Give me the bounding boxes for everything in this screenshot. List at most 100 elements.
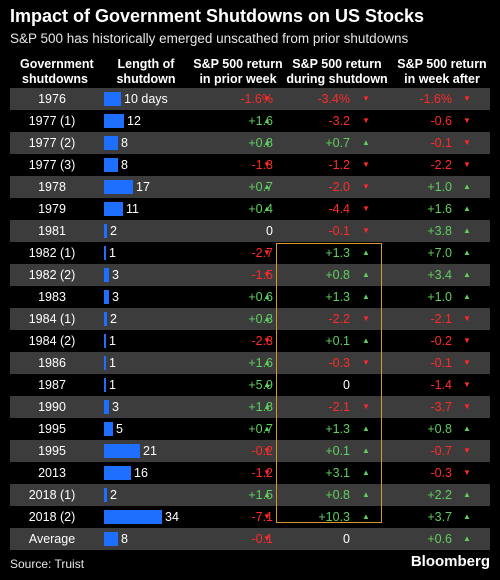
row-label: 1983 xyxy=(38,290,66,304)
length-bar xyxy=(104,334,106,348)
up-arrow-icon: ▲ xyxy=(362,446,370,455)
return-during: -4.4 xyxy=(328,202,350,216)
down-arrow-icon: ▼ xyxy=(463,94,471,103)
table-row: 1982 (2) 3 -1.5 ▼ +0.8 ▲ +3.4 ▲ xyxy=(10,264,490,286)
down-arrow-icon: ▼ xyxy=(263,270,271,279)
row-label: 1995 xyxy=(38,444,66,458)
length-label: 3 xyxy=(112,268,119,282)
table-row: 1987 1 +5.9 ▲ 0 -1.4 ▼ xyxy=(10,374,490,396)
length-label: 3 xyxy=(112,400,119,414)
length-label: 16 xyxy=(134,466,148,480)
down-arrow-icon: ▼ xyxy=(362,116,370,125)
return-during: +1.3 xyxy=(325,422,350,436)
return-prior: -7.1 xyxy=(251,510,273,524)
up-arrow-icon: ▲ xyxy=(362,512,370,521)
up-arrow-icon: ▲ xyxy=(263,182,271,191)
table-row: 1977 (2) 8 +0.8 ▲ +0.7 ▲ -0.1 ▼ xyxy=(10,132,490,154)
up-arrow-icon: ▲ xyxy=(463,424,471,433)
length-bar xyxy=(104,136,118,150)
return-after: +3.8 xyxy=(427,224,452,238)
up-arrow-icon: ▲ xyxy=(463,292,471,301)
row-label: 1976 xyxy=(38,92,66,106)
down-arrow-icon: ▼ xyxy=(263,336,271,345)
down-arrow-icon: ▼ xyxy=(362,226,370,235)
row-label: 2013 xyxy=(38,466,66,480)
return-after: +3.7 xyxy=(427,510,452,524)
length-bar xyxy=(104,92,121,106)
up-arrow-icon: ▲ xyxy=(362,292,370,301)
length-label: 5 xyxy=(116,422,123,436)
return-prior: -1.3 xyxy=(251,158,273,172)
source-note: Source: Truist xyxy=(10,557,85,571)
return-during: 0 xyxy=(343,378,350,392)
header-length-of-shutdown: Length of shutdown xyxy=(116,57,176,86)
return-prior: +5.9 xyxy=(248,378,273,392)
return-prior: -2.7 xyxy=(251,246,273,260)
length-label: 8 xyxy=(121,158,128,172)
row-label: 2018 (2) xyxy=(28,510,76,524)
down-arrow-icon: ▼ xyxy=(463,468,471,477)
down-arrow-icon: ▼ xyxy=(463,446,471,455)
return-prior: -0.2 xyxy=(251,444,273,458)
up-arrow-icon: ▲ xyxy=(263,314,271,323)
up-arrow-icon: ▲ xyxy=(263,402,271,411)
up-arrow-icon: ▲ xyxy=(263,490,271,499)
length-bar xyxy=(104,488,107,502)
return-prior: +1.6 xyxy=(248,114,273,128)
table-row: 1995 21 -0.2 ▼ +0.1 ▲ -0.7 ▼ xyxy=(10,440,490,462)
up-arrow-icon: ▲ xyxy=(463,534,471,543)
down-arrow-icon: ▼ xyxy=(463,358,471,367)
table-row: 2018 (2) 34 -7.1 ▼ +10.3 ▲ +3.7 ▲ xyxy=(10,506,490,528)
return-after: +0.8 xyxy=(427,422,452,436)
down-arrow-icon: ▼ xyxy=(463,116,471,125)
return-prior: -1.6% xyxy=(240,92,273,106)
return-after: -3.7 xyxy=(430,400,452,414)
return-after: +3.4 xyxy=(427,268,452,282)
header-government-shutdowns: Government shutdowns xyxy=(20,57,94,86)
table-row: 1984 (1) 2 +0.3 ▲ -2.2 ▼ -2.1 ▼ xyxy=(10,308,490,330)
return-prior: +0.7 xyxy=(248,422,273,436)
length-label: 11 xyxy=(126,202,139,216)
up-arrow-icon: ▲ xyxy=(263,358,271,367)
return-after: -1.6% xyxy=(419,92,452,106)
length-label: 34 xyxy=(165,510,179,524)
down-arrow-icon: ▼ xyxy=(263,160,271,169)
up-arrow-icon: ▲ xyxy=(362,490,370,499)
length-label: 1 xyxy=(109,334,116,348)
row-label: 1977 (2) xyxy=(28,136,76,150)
up-arrow-icon: ▲ xyxy=(362,270,370,279)
return-after: +0.6 xyxy=(427,532,452,546)
return-after: -0.3 xyxy=(430,466,452,480)
row-label: 2018 (1) xyxy=(28,488,76,502)
return-after: -2.2 xyxy=(430,158,452,172)
row-label: 1984 (1) xyxy=(28,312,76,326)
table-row: 1977 (1) 12 +1.6 ▲ -3.2 ▼ -0.6 ▼ xyxy=(10,110,490,132)
return-during: +1.3 xyxy=(325,246,350,260)
down-arrow-icon: ▼ xyxy=(362,94,370,103)
length-bar xyxy=(104,246,106,260)
row-label: Average xyxy=(28,532,76,546)
return-prior: -2.3 xyxy=(251,334,273,348)
length-bar xyxy=(104,378,106,392)
up-arrow-icon: ▲ xyxy=(362,468,370,477)
return-after: -0.1 xyxy=(430,136,452,150)
return-during: -0.1 xyxy=(328,224,350,238)
table-row: 1984 (2) 1 -2.3 ▼ +0.1 ▲ -0.2 ▼ xyxy=(10,330,490,352)
table-row: Average 8 -0.1 ▼ 0 +0.6 ▲ xyxy=(10,528,490,550)
length-label: 1 xyxy=(109,378,116,392)
down-arrow-icon: ▼ xyxy=(463,402,471,411)
row-label: 1977 (3) xyxy=(28,158,76,172)
table-row: 1982 (1) 1 -2.7 ▼ +1.3 ▲ +7.0 ▲ xyxy=(10,242,490,264)
length-label: 8 xyxy=(121,532,128,546)
down-arrow-icon: ▼ xyxy=(362,358,370,367)
length-bar xyxy=(104,290,109,304)
up-arrow-icon: ▲ xyxy=(463,248,471,257)
up-arrow-icon: ▲ xyxy=(463,204,471,213)
up-arrow-icon: ▲ xyxy=(263,204,271,213)
header-return-prior-week: S&P 500 return in prior week xyxy=(193,57,283,86)
return-during: +0.8 xyxy=(325,488,350,502)
length-bar xyxy=(104,466,131,480)
return-during: 0 xyxy=(343,532,350,546)
return-during: -3.4% xyxy=(317,92,350,106)
length-label: 2 xyxy=(110,224,117,238)
